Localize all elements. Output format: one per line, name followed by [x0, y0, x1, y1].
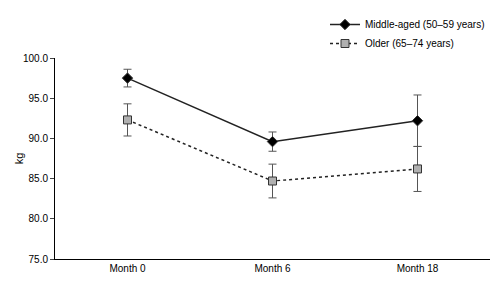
svg-text:90.0: 90.0 — [29, 133, 49, 144]
svg-text:75.0: 75.0 — [29, 254, 49, 265]
svg-text:Month 18: Month 18 — [397, 263, 439, 274]
svg-text:100.0: 100.0 — [23, 53, 48, 64]
svg-text:kg: kg — [13, 153, 25, 165]
svg-text:Month 0: Month 0 — [109, 263, 146, 274]
svg-text:Older (65–74 years): Older (65–74 years) — [365, 38, 454, 49]
svg-text:80.0: 80.0 — [29, 213, 49, 224]
svg-text:Middle-aged (50–59 years): Middle-aged (50–59 years) — [365, 19, 485, 30]
svg-text:95.0: 95.0 — [29, 93, 49, 104]
svg-text:85.0: 85.0 — [29, 173, 49, 184]
svg-text:Month 6: Month 6 — [254, 263, 291, 274]
